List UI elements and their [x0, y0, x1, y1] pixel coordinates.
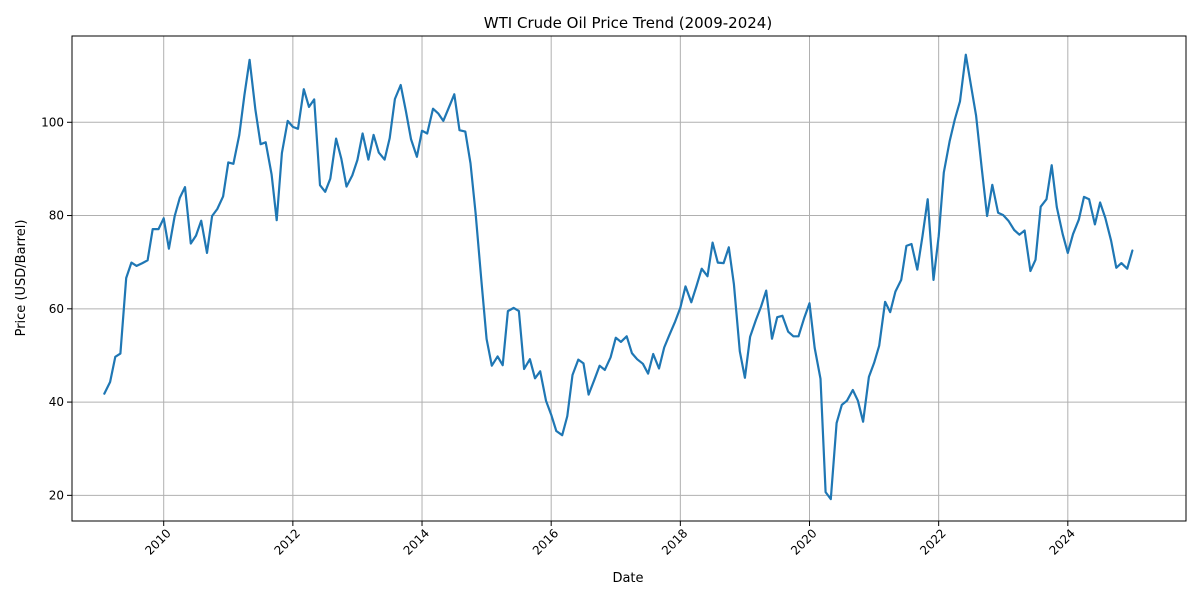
- x-tick-label: 2010: [142, 526, 173, 557]
- y-axis-label: Price (USD/Barrel): [14, 220, 29, 337]
- series-line: [103, 53, 1134, 501]
- x-axis: 2010 2012 2014 2016 2018 2020 2022 2024: [142, 521, 1078, 558]
- x-tick-label: 2014: [401, 526, 432, 557]
- y-tick-label: 60: [49, 302, 64, 316]
- y-tick-label: 100: [41, 115, 64, 129]
- y-tick-label: 80: [49, 209, 64, 223]
- y-tick-label: 20: [49, 488, 64, 502]
- x-axis-label: Date: [612, 571, 643, 586]
- chart-title: WTI Crude Oil Price Trend (2009-2024): [484, 14, 772, 32]
- series-layer: [103, 53, 1134, 501]
- y-axis: 20 40 60 80 100: [41, 115, 72, 502]
- x-tick-label: 2012: [271, 526, 302, 557]
- plot-frame: [71, 35, 1187, 522]
- x-tick-label: 2016: [530, 526, 561, 557]
- x-tick-label: 2024: [1046, 526, 1077, 557]
- x-tick-label: 2022: [917, 526, 948, 557]
- y-tick-label: 40: [49, 395, 64, 409]
- grid-layer: [72, 36, 1186, 521]
- x-tick-label: 2020: [788, 526, 819, 557]
- x-tick-label: 2018: [659, 526, 690, 557]
